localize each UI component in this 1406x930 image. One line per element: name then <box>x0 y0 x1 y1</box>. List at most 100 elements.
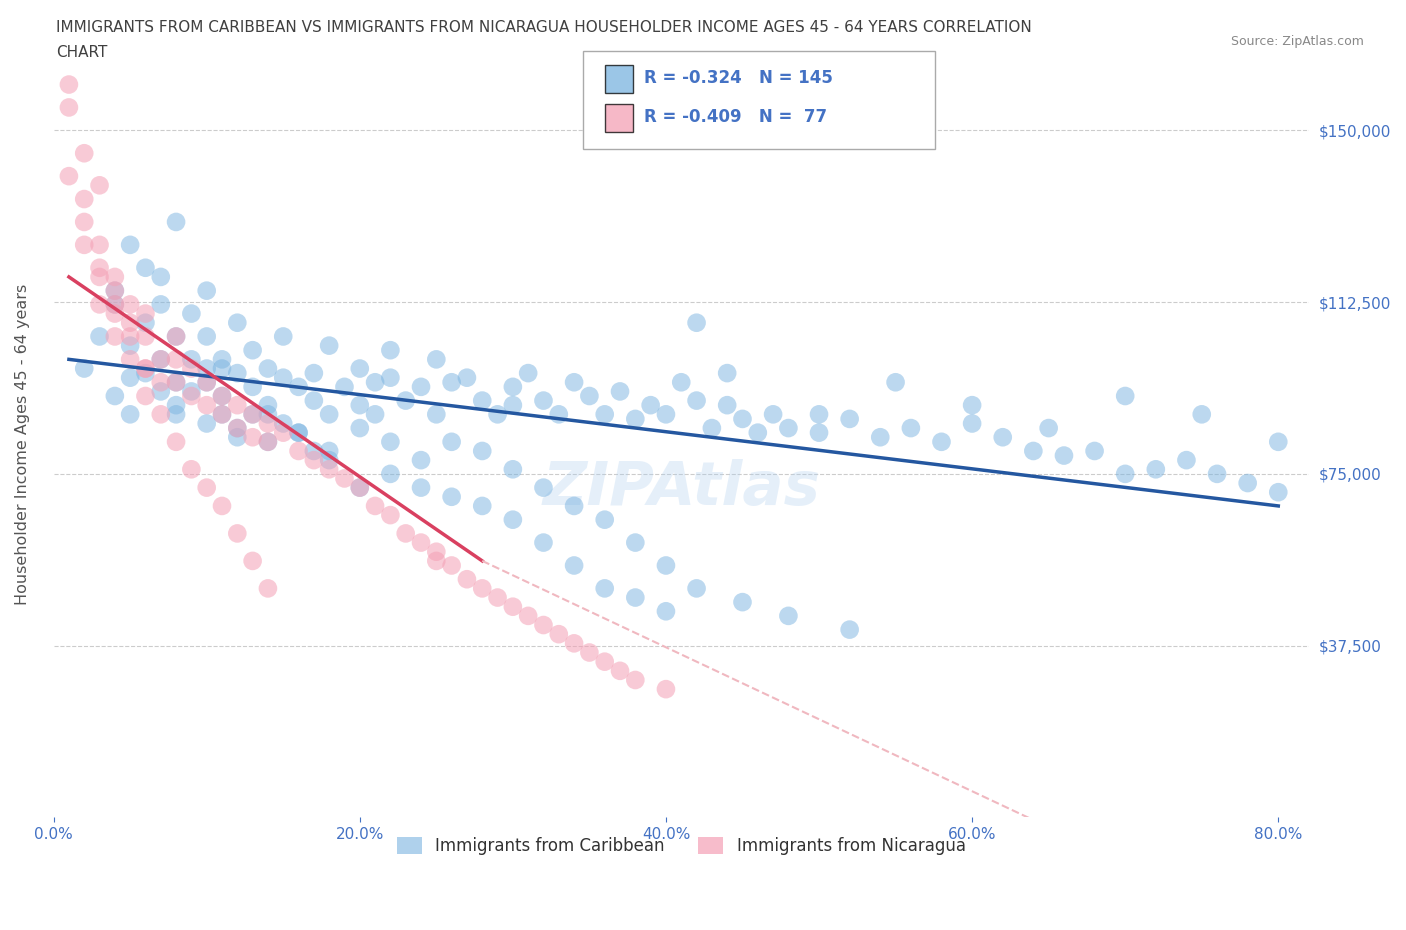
Point <box>89 329 111 344</box>
Point <box>609 663 631 678</box>
Y-axis label: Householder Income Ages 45 - 64 years: Householder Income Ages 45 - 64 years <box>15 284 30 604</box>
Point <box>1084 444 1107 458</box>
Point <box>716 398 738 413</box>
Point <box>409 535 432 550</box>
Point <box>165 329 187 344</box>
Point <box>502 599 524 614</box>
Point <box>58 168 80 183</box>
Point <box>716 365 738 380</box>
Point <box>425 407 447 422</box>
Text: IMMIGRANTS FROM CARIBBEAN VS IMMIGRANTS FROM NICARAGUA HOUSEHOLDER INCOME AGES 4: IMMIGRANTS FROM CARIBBEAN VS IMMIGRANTS … <box>56 20 1032 35</box>
Point <box>257 434 280 449</box>
Point <box>593 654 616 669</box>
Point <box>960 416 983 431</box>
Point <box>165 329 187 344</box>
Point <box>302 453 325 468</box>
Text: R = -0.324   N = 145: R = -0.324 N = 145 <box>644 69 832 87</box>
Point <box>471 498 494 513</box>
Point <box>195 329 218 344</box>
Point <box>257 434 280 449</box>
Point <box>380 467 402 482</box>
Point <box>73 192 96 206</box>
Point <box>900 420 922 435</box>
Point <box>349 480 371 495</box>
Point <box>318 407 340 422</box>
Text: CHART: CHART <box>56 45 108 60</box>
Point <box>562 558 585 573</box>
Point <box>869 430 891 445</box>
Point <box>1114 389 1136 404</box>
Point <box>1206 467 1229 482</box>
Point <box>533 535 555 550</box>
Point <box>134 329 156 344</box>
Point <box>226 420 249 435</box>
Point <box>471 581 494 596</box>
Point <box>242 430 264 445</box>
Point <box>104 389 127 404</box>
Point <box>120 297 142 312</box>
Point <box>73 215 96 230</box>
Point <box>409 379 432 394</box>
Text: ZIPAtlas: ZIPAtlas <box>543 459 820 518</box>
Point <box>593 581 616 596</box>
Point <box>808 425 831 440</box>
Point <box>685 393 707 408</box>
Point <box>226 420 249 435</box>
Point <box>425 544 447 559</box>
Point <box>380 343 402 358</box>
Point <box>1267 485 1289 499</box>
Point <box>120 237 142 252</box>
Point <box>134 260 156 275</box>
Point <box>778 420 800 435</box>
Point <box>89 270 111 285</box>
Point <box>471 393 494 408</box>
Point <box>104 284 127 299</box>
Point <box>149 270 172 285</box>
Point <box>502 512 524 527</box>
Point <box>104 297 127 312</box>
Point <box>149 352 172 366</box>
Point <box>502 398 524 413</box>
Point <box>104 284 127 299</box>
Point <box>931 434 953 449</box>
Point <box>104 270 127 285</box>
Point <box>364 498 387 513</box>
Point <box>440 489 463 504</box>
Point <box>134 361 156 376</box>
Point <box>409 480 432 495</box>
Point <box>333 471 356 485</box>
Point <box>380 370 402 385</box>
Point <box>1114 467 1136 482</box>
Point <box>562 636 585 651</box>
Point <box>287 444 309 458</box>
Point <box>149 297 172 312</box>
Point <box>149 352 172 366</box>
Point <box>349 361 371 376</box>
Point <box>134 389 156 404</box>
Point <box>287 425 309 440</box>
Point <box>180 306 202 321</box>
Point <box>257 581 280 596</box>
Point <box>380 434 402 449</box>
Point <box>1267 434 1289 449</box>
Point <box>747 425 769 440</box>
Point <box>1053 448 1076 463</box>
Point <box>731 411 754 426</box>
Point <box>211 407 233 422</box>
Point <box>778 608 800 623</box>
Point <box>884 375 907 390</box>
Point <box>195 398 218 413</box>
Point <box>593 407 616 422</box>
Point <box>1144 462 1167 477</box>
Point <box>120 315 142 330</box>
Point <box>211 389 233 404</box>
Point <box>624 411 647 426</box>
Point <box>195 361 218 376</box>
Point <box>425 553 447 568</box>
Point <box>257 416 280 431</box>
Point <box>134 361 156 376</box>
Point <box>180 384 202 399</box>
Point <box>58 77 80 92</box>
Point <box>655 604 678 618</box>
Point <box>134 306 156 321</box>
